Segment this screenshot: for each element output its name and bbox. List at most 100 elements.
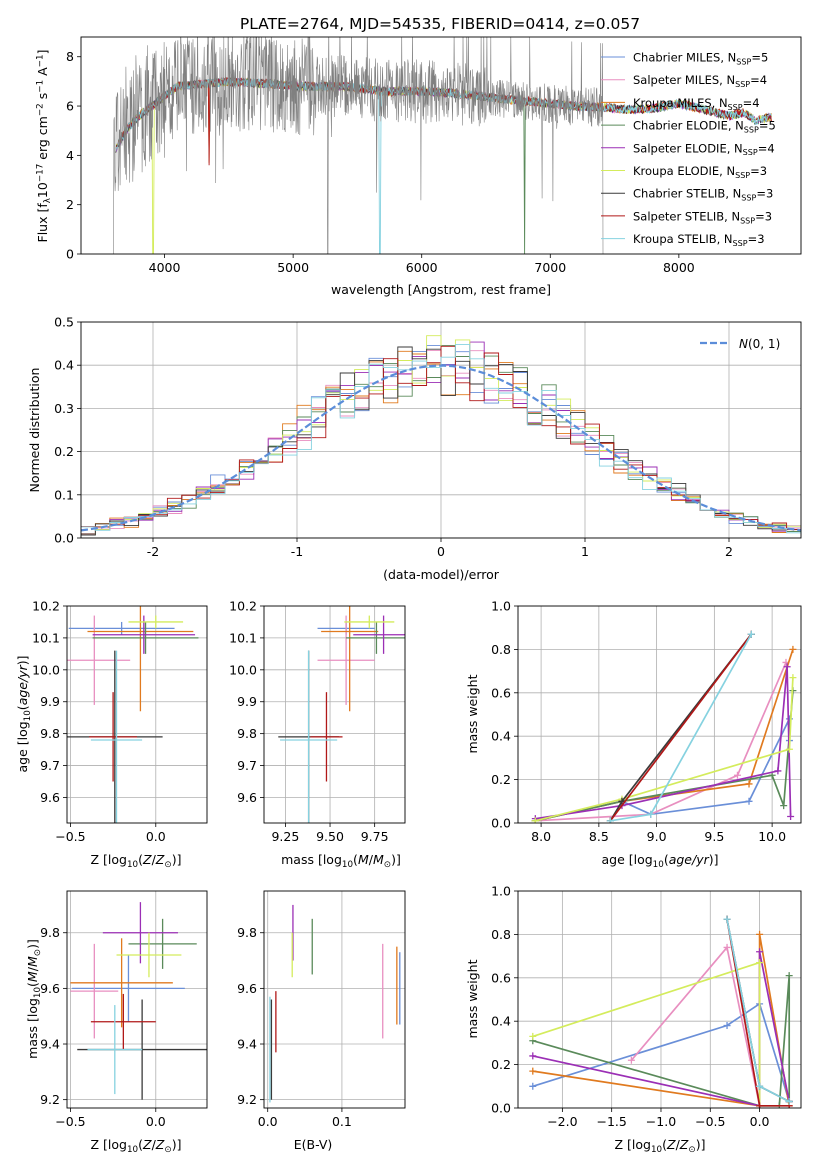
y-tick-label: 4 — [66, 148, 74, 163]
y-tick-label: 0.6 — [491, 970, 511, 985]
axes-frame — [263, 890, 406, 1109]
weight-marker-ch_miles — [529, 1082, 537, 1090]
label-fragment: Salpeter ELODIE, N — [633, 141, 743, 155]
weight-marker-sa_elodie — [529, 1052, 537, 1060]
axes-age_mass: 9.25 9.50 9.75 9.6 9.7 9.8 9.9 10.0 10.1 10.2 mass… — [229, 599, 406, 870]
label-fragment: =4 — [743, 96, 760, 110]
x-tick-label: 0.1 — [332, 1114, 352, 1129]
y-tick-label: 10.1 — [229, 630, 257, 645]
histogram-kr_stelib — [81, 344, 801, 534]
label-fragment: SSP — [740, 216, 755, 225]
legend-label-ch_miles: Chabrier MILES, NSSP=5 — [633, 51, 768, 67]
weight-marker-sa_elodie — [783, 663, 791, 671]
y-tick-label: 9.4 — [40, 1037, 60, 1052]
label-fragment: Kroupa STELIB, N — [633, 232, 733, 246]
y-tick-label: 9.6 — [40, 790, 60, 805]
y-tick-label: 0.0 — [491, 1101, 511, 1116]
y-tick-label: 9.8 — [237, 925, 257, 940]
label-fragment: / — [25, 966, 40, 971]
weight-line-ch_elodie — [535, 690, 794, 822]
label-fragment: M — [25, 956, 40, 967]
axes-frame — [263, 605, 406, 824]
x-tick-label: 8.5 — [589, 829, 609, 844]
plot-area-weight_Z — [518, 891, 801, 1108]
y-axis-label: Flux [fλ10−17 erg cm−2 s−1 A−1] — [35, 50, 53, 243]
x-tick-label: 8000 — [663, 260, 695, 275]
gaussian-curve — [81, 364, 801, 532]
label-fragment: )] — [696, 1137, 706, 1152]
weight-marker-kr_miles — [529, 1067, 537, 1075]
label-fragment: M — [358, 852, 369, 867]
y-tick-label: 2 — [66, 197, 74, 212]
label-fragment: / — [152, 1137, 157, 1152]
label-fragment: 10 — [33, 987, 43, 998]
label-fragment: ( — [15, 705, 30, 710]
weight-marker-ch_elodie — [780, 802, 788, 810]
y-tick-label: 1.0 — [491, 599, 511, 614]
y-axis-label: mass [log10(M/M⊙)] — [25, 939, 43, 1059]
weight-marker-kr_stelib — [785, 1097, 793, 1105]
x-tick-label: 0.0 — [750, 1114, 770, 1129]
legend-label-sa_miles: Salpeter MILES, NSSP=4 — [633, 73, 767, 89]
axes-weight_age: 8.0 8.5 9.0 9.5 10.0 0.0 0.2 0.4 0.6 0.8 1.0 age [l… — [465, 599, 802, 870]
label-fragment: 10 — [342, 860, 353, 870]
label-fragment: SSP — [733, 239, 748, 248]
x-axis-label: Z [log10(Z/Z⊙)] — [91, 1137, 182, 1155]
label-fragment: erg cm — [35, 116, 50, 164]
label-fragment: ( — [138, 852, 143, 867]
plot-area-weight_age — [518, 606, 801, 823]
x-tick-label: −2.0 — [547, 1114, 577, 1129]
y-tick-label: 0.2 — [54, 444, 74, 459]
x-tick-label: 6000 — [406, 260, 438, 275]
label-fragment: Chabrier MILES, N — [633, 51, 736, 65]
y-tick-label: 0.1 — [54, 487, 74, 502]
x-tick-label: 9.75 — [361, 829, 389, 844]
label-fragment: Z [log — [615, 1137, 651, 1152]
label-fragment: )] — [25, 939, 40, 949]
weight-marker-ch_miles — [723, 1022, 731, 1030]
x-tick-label: 0.0 — [146, 829, 166, 844]
label-fragment: age [log — [601, 852, 652, 867]
label-fragment: mass [log — [281, 852, 342, 867]
x-tick-label: 0.0 — [146, 1114, 166, 1129]
label-fragment: Z — [679, 1137, 689, 1152]
label-fragment: ( — [662, 1137, 667, 1152]
weight-marker-kr_elodie — [531, 817, 539, 823]
weight-line-ch_stelib — [726, 919, 790, 1103]
label-fragment: −17 — [35, 164, 45, 182]
label-fragment: 10 — [127, 1145, 138, 1155]
weight-marker-sa_miles — [627, 1056, 635, 1064]
legend-label-kr_stelib: Kroupa STELIB, NSSP=3 — [633, 232, 765, 248]
y-tick-label: 8 — [66, 49, 74, 64]
weight-marker-kr_elodie — [789, 674, 797, 682]
label-fragment: ( — [664, 852, 669, 867]
y-tick-label: 9.6 — [237, 981, 257, 996]
y-tick-label: 0.0 — [491, 816, 511, 831]
weight-marker-kr_elodie — [529, 1032, 537, 1040]
y-axis-label: mass weight — [465, 674, 480, 753]
legend-label-sa_elodie: Salpeter ELODIE, NSSP=4 — [633, 141, 775, 157]
y-tick-label: 1.0 — [491, 884, 511, 899]
label-fragment: 10 — [127, 860, 138, 870]
label-fragment: =3 — [756, 187, 773, 201]
label-fragment: Chabrier STELIB, N — [633, 187, 741, 201]
label-fragment: =4 — [758, 141, 775, 155]
label-fragment: ( — [138, 1137, 143, 1152]
label-fragment: M — [25, 971, 40, 982]
y-tick-label: 0.4 — [54, 358, 74, 373]
weight-marker-sa_elodie — [756, 948, 764, 956]
label-fragment: ( — [353, 852, 358, 867]
label-fragment: / — [152, 852, 157, 867]
label-fragment: ] — [35, 50, 50, 55]
y-tick-label: 9.9 — [40, 694, 60, 709]
label-fragment: age/yr — [15, 664, 30, 705]
legend-label-ch_elodie: Chabrier ELODIE, NSSP=5 — [633, 119, 776, 135]
label-fragment: E(B-V) — [294, 1137, 333, 1152]
label-fragment: −1 — [35, 54, 45, 67]
x-tick-label: 1 — [581, 544, 589, 559]
label-fragment: Kroupa ELODIE, N — [633, 164, 735, 178]
label-fragment: 10 — [653, 860, 664, 870]
legend: N(0, 1) — [700, 337, 780, 351]
x-axis-label: (data-model)/error — [383, 567, 500, 582]
x-tick-label: 9.25 — [271, 829, 299, 844]
